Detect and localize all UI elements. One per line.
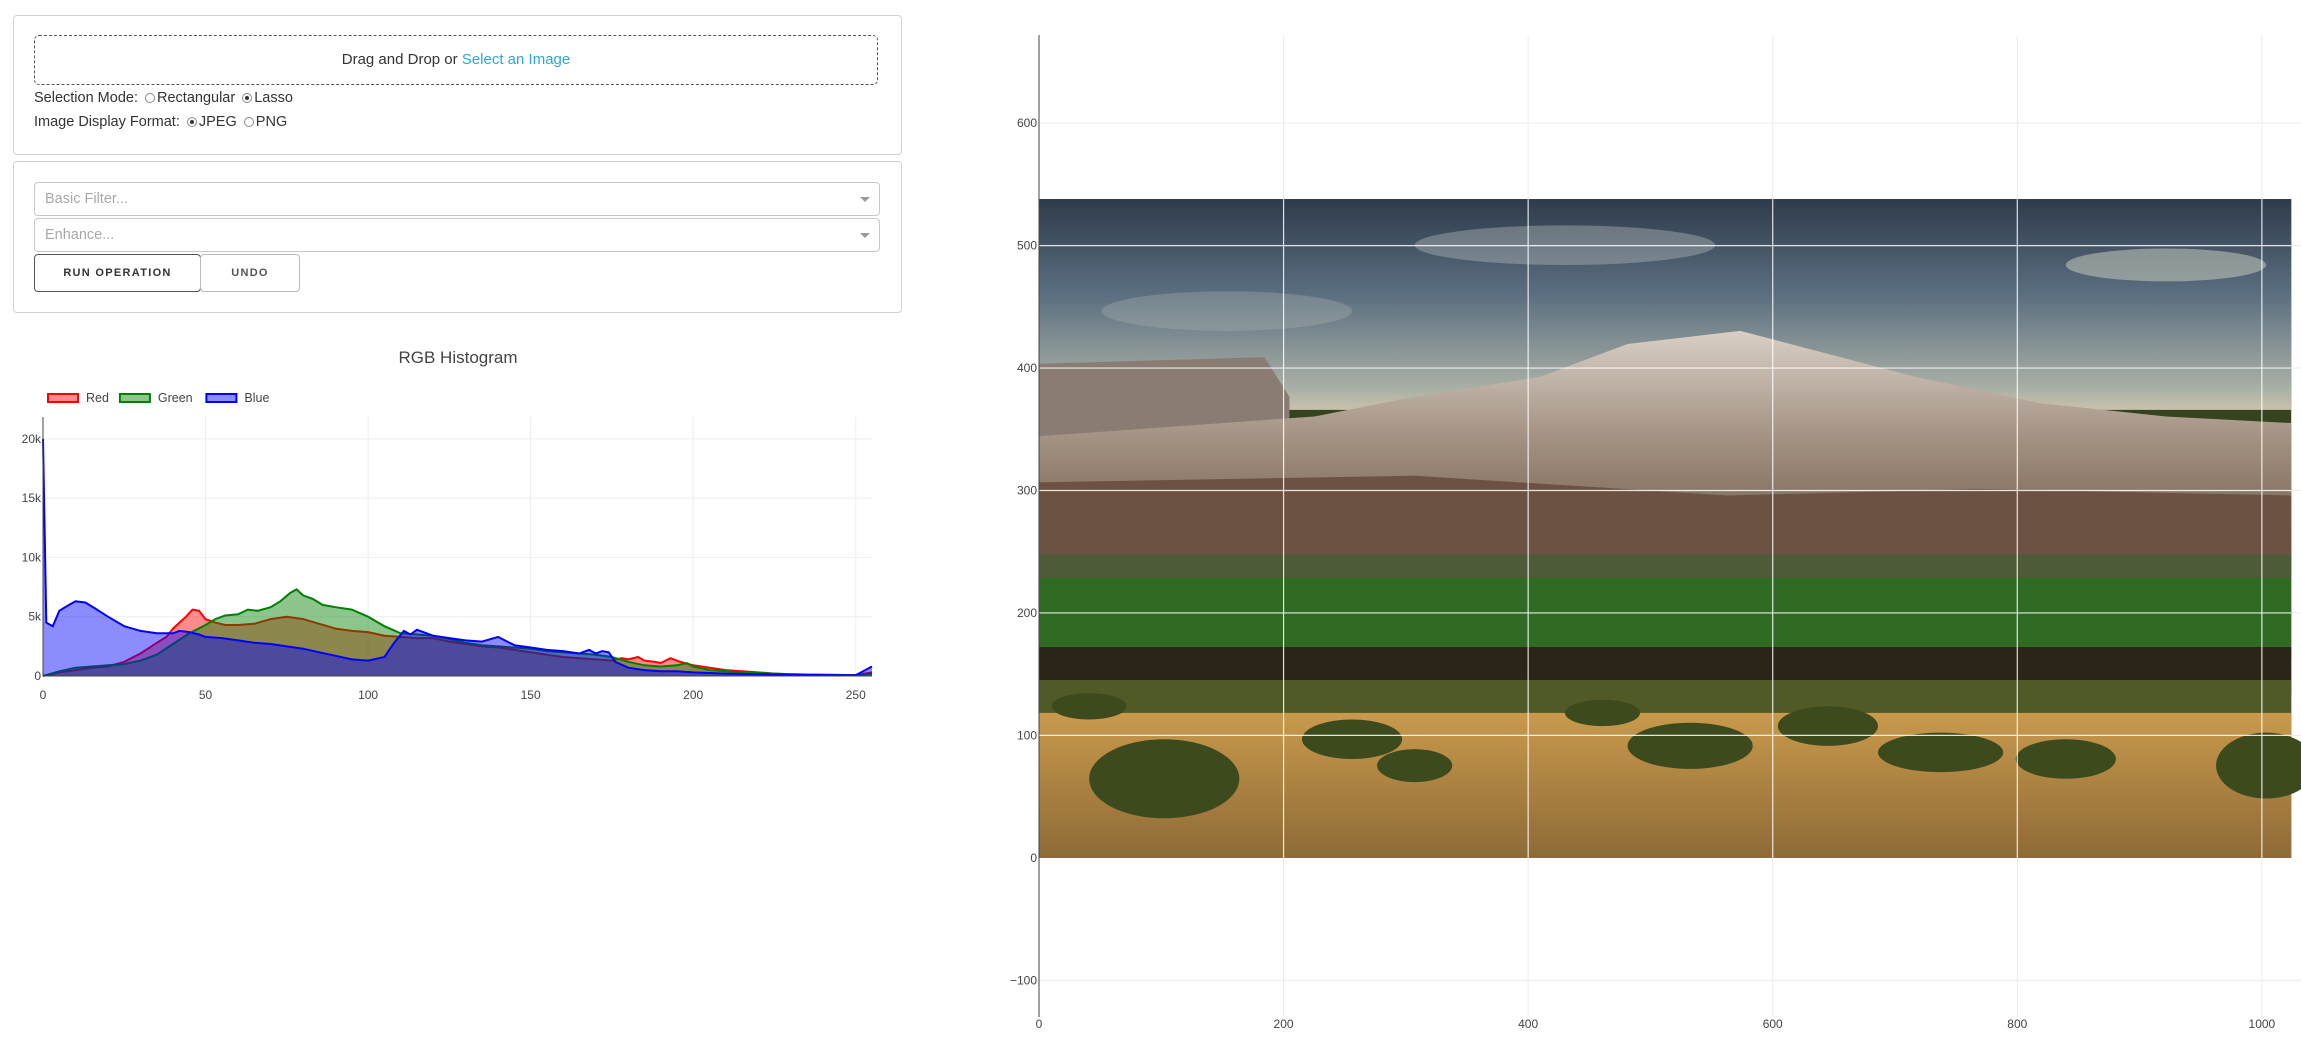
photo-bush — [1089, 739, 1240, 819]
png-radio[interactable] — [243, 117, 254, 127]
image-x-tick-label: 600 — [1763, 1017, 1783, 1031]
png-label: PNG — [255, 114, 288, 130]
image-y-tick-label: 400 — [1017, 361, 1037, 375]
image-y-tick-label: 0 — [1030, 851, 1037, 865]
photo-bush — [1564, 699, 1641, 727]
image-y-tick-label: 300 — [1017, 483, 1037, 497]
legend-label: Green — [158, 391, 193, 405]
image-graph[interactable]: 0 200 400 600 800 1000 −100 0 100 200 300 400 500 600 — [980, 0, 2301, 1059]
display-format-label: Image Display Format: — [34, 114, 180, 130]
image-x-tick-label: 0 — [1036, 1017, 1043, 1031]
rectangular-radio[interactable] — [145, 93, 156, 103]
legend-item-green[interactable]: Green — [118, 391, 193, 405]
legend-label: Blue — [244, 391, 269, 405]
landscape-image — [1039, 199, 2301, 858]
image-plot-axes: 0 200 400 600 800 1000 −100 0 100 200 300 400 500 600 — [1010, 35, 2276, 1031]
photo-bush — [2216, 732, 2301, 799]
legend-swatch — [47, 393, 79, 403]
display-format-row: Image Display Format: JPEG PNG — [34, 114, 287, 130]
image-y-tick-label: 600 — [1017, 116, 1037, 130]
photo-bush — [1627, 722, 1753, 769]
lasso-label: Lasso — [254, 90, 293, 106]
legend-item-blue[interactable]: Blue — [205, 391, 269, 405]
chevron-down-icon — [860, 233, 870, 238]
histogram-y-tick-label: 20k — [22, 432, 42, 446]
dropzone-prompt: Drag and Drop or — [341, 51, 458, 68]
photo-cloud — [2065, 248, 2267, 282]
histogram-x-tick-label: 150 — [521, 688, 541, 702]
enhance-placeholder: Enhance... — [45, 227, 115, 243]
histogram-y-tick-label: 15k — [22, 491, 42, 505]
undo-button[interactable]: UNDO — [200, 254, 300, 292]
photo-bush — [2015, 739, 2116, 779]
image-y-tick-label: −100 — [1010, 973, 1037, 987]
run-operation-button[interactable]: RUN OPERATION — [34, 254, 201, 292]
photo-bush — [1377, 749, 1453, 783]
image-y-tick-label: 200 — [1017, 606, 1037, 620]
histogram-area-red — [43, 609, 872, 676]
basic-filter-placeholder: Basic Filter... — [45, 191, 128, 207]
histogram-x-tick-label: 0 — [40, 688, 47, 702]
histogram-axes: 0 50 100 150 200 250 0 5k 10k 15k 20k — [22, 417, 872, 702]
enhance-dropdown[interactable]: Enhance... — [34, 218, 880, 252]
legend-label: Red — [86, 391, 109, 405]
photo-bush — [1301, 719, 1403, 760]
photo-bush — [1777, 706, 1878, 746]
lasso-radio[interactable] — [242, 93, 253, 103]
image-y-tick-label: 100 — [1017, 728, 1037, 742]
histogram-series — [42, 438, 873, 677]
photo-bush — [1051, 693, 1127, 720]
selection-mode-label: Selection Mode: — [34, 90, 138, 106]
image-y-tick-label: 500 — [1017, 239, 1037, 253]
histogram-x-tick-label: 250 — [846, 688, 866, 702]
histogram-line-blue — [42, 438, 873, 677]
legend-swatch — [205, 393, 238, 403]
legend-item-red[interactable]: Red — [47, 391, 109, 405]
image-x-tick-label: 1000 — [2249, 1017, 2276, 1031]
upload-panel: Drag and Drop or Select an Image Selecti… — [13, 15, 902, 155]
rgb-histogram-chart[interactable]: RGB Histogram Red Green Blue 0 50 100 150 200 2… — [0, 335, 910, 725]
image-dropzone[interactable]: Drag and Drop or Select an Image — [34, 35, 878, 85]
histogram-y-tick-label: 0 — [34, 669, 41, 683]
histogram-y-tick-label: 10k — [22, 550, 42, 564]
select-image-link[interactable]: Select an Image — [461, 51, 571, 68]
operations-panel: Basic Filter... Enhance... RUN OPERATION… — [13, 161, 902, 313]
image-x-tick-label: 800 — [2007, 1017, 2027, 1031]
histogram-legend[interactable]: Red Green Blue — [47, 391, 269, 405]
histogram-line-green — [42, 588, 873, 677]
photo-bush — [1877, 732, 2004, 773]
histogram-area-green — [43, 589, 872, 676]
image-x-tick-label: 400 — [1518, 1017, 1538, 1031]
selection-mode-row: Selection Mode: Rectangular Lasso — [34, 90, 293, 106]
histogram-grid — [43, 417, 872, 676]
jpeg-label: JPEG — [198, 114, 237, 130]
chevron-down-icon — [860, 197, 870, 202]
legend-swatch — [118, 393, 151, 403]
histogram-y-tick-label: 5k — [28, 610, 42, 624]
histogram-title: RGB Histogram — [398, 348, 517, 367]
photo-cloud — [1101, 291, 1353, 331]
photo-field-edge — [1039, 554, 2292, 578]
histogram-x-tick-label: 200 — [683, 688, 703, 702]
histogram-area-blue — [43, 438, 872, 676]
image-x-tick-label: 200 — [1274, 1017, 1294, 1031]
photo-foothills — [1039, 475, 2292, 555]
jpeg-radio[interactable] — [186, 117, 197, 127]
rectangular-label: Rectangular — [157, 90, 236, 106]
basic-filter-dropdown[interactable]: Basic Filter... — [34, 182, 880, 216]
histogram-x-tick-label: 100 — [358, 688, 378, 702]
image-overlay-gridlines — [1039, 199, 2292, 858]
histogram-x-tick-label: 50 — [199, 688, 213, 702]
